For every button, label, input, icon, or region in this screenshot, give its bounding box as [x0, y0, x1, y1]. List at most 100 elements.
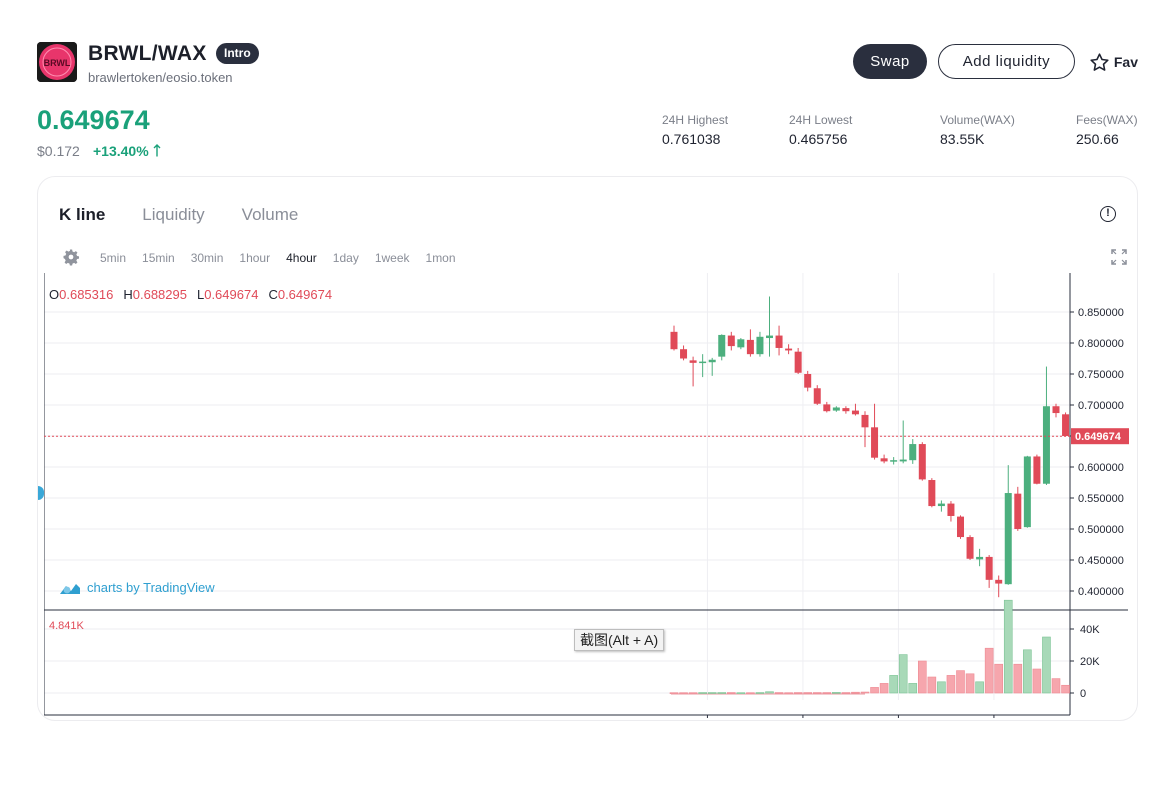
ohlc-low: 0.649674: [204, 287, 259, 302]
volume-bar: [927, 676, 937, 694]
candlestick-chart[interactable]: 0.8500000.8000000.7500000.7000000.650000…: [38, 273, 1132, 720]
fullscreen-icon[interactable]: [1111, 249, 1127, 265]
volume-bar: [755, 692, 765, 694]
price-tick-label: 0.550000: [1078, 493, 1124, 505]
token-logo: BRWL: [37, 42, 77, 82]
fav-button[interactable]: Fav: [1089, 51, 1138, 73]
interval-1hour[interactable]: 1hour: [239, 251, 271, 265]
add-liquidity-button[interactable]: Add liquidity: [938, 44, 1075, 79]
volume-bar: [984, 647, 994, 694]
candle-body: [947, 503, 955, 516]
ohlc-high: 0.688295: [132, 287, 187, 302]
volume-bar: [822, 692, 832, 694]
chart-card: K line Liquidity Volume ! 5min 15min 30m…: [37, 176, 1138, 721]
volume-bar: [765, 691, 774, 694]
last-price-marker: [1071, 428, 1129, 445]
usd-price: $0.172: [37, 143, 80, 159]
interval-1mon[interactable]: 1mon: [425, 251, 456, 265]
volume-bar: [803, 692, 813, 694]
price-change-value: +13.40%: [93, 143, 149, 159]
screenshot-tooltip: 截图(Alt + A): [574, 629, 665, 651]
interval-4hour[interactable]: 4hour: [286, 251, 317, 265]
volume-bar: [937, 681, 946, 694]
star-icon: [1090, 52, 1109, 71]
swap-button[interactable]: Swap: [853, 44, 927, 79]
candle-body: [813, 388, 821, 404]
info-icon[interactable]: !: [1100, 206, 1116, 222]
pair-header: BRWL BRWL/WAX Intro brawlertoken/eosio.t…: [37, 42, 1138, 88]
price-tick-label: 0.800000: [1078, 338, 1124, 350]
stat-label: Volume(WAX): [940, 113, 1015, 127]
volume-bar: [994, 663, 1004, 694]
candle-body: [756, 336, 764, 355]
candle-body: [737, 339, 745, 348]
stat-fees: Fees(WAX) 250.66: [1076, 113, 1138, 147]
interval-1week[interactable]: 1week: [374, 251, 410, 265]
tab-volume[interactable]: Volume: [241, 205, 299, 224]
candle-body: [727, 335, 735, 347]
volume-bar: [736, 692, 746, 694]
candle-body: [804, 374, 812, 388]
volume-bar: [1023, 649, 1032, 694]
volume-bar: [1032, 668, 1042, 694]
chart-scroll-handle[interactable]: [38, 486, 44, 500]
volume-bar: [975, 681, 984, 694]
volume-tick-label: 20K: [1080, 656, 1100, 668]
svg-text:BRWL: BRWL: [44, 58, 71, 68]
stat-label: 24H Highest: [662, 113, 729, 127]
stat-value: 0.465756: [789, 131, 848, 147]
candle-body: [766, 335, 773, 339]
volume-bar: [870, 687, 879, 694]
interval-selector: 5min 15min 30min 1hour 4hour 1day 1week …: [100, 251, 456, 265]
interval-5min[interactable]: 5min: [100, 251, 127, 265]
interval-1day[interactable]: 1day: [332, 251, 359, 265]
volume-bar: [726, 692, 736, 694]
intro-badge[interactable]: Intro: [216, 43, 259, 64]
gear-icon[interactable]: [62, 248, 80, 266]
price-tick-label: 0.450000: [1078, 555, 1124, 567]
candle-body: [689, 360, 697, 363]
candle-body: [1062, 414, 1070, 436]
volume-bar: [688, 692, 698, 694]
candle-body: [680, 349, 688, 359]
volume-bar: [1051, 678, 1061, 694]
candle-body: [794, 351, 802, 373]
candle-body: [775, 335, 783, 348]
price-tick-label: 0.500000: [1078, 524, 1124, 536]
interval-30min[interactable]: 30min: [190, 251, 224, 265]
interval-15min[interactable]: 15min: [142, 251, 175, 265]
last-price-label: 0.649674: [1075, 431, 1122, 443]
volume-bar: [879, 683, 889, 694]
volume-tick-label: 40K: [1080, 624, 1100, 636]
chart-canvas[interactable]: 0.8500000.8000000.7500000.7000000.650000…: [43, 273, 1132, 720]
arrow-up-icon: [153, 144, 161, 157]
candle-body: [708, 359, 716, 363]
candle-body: [1033, 456, 1041, 484]
volume-bar: [860, 691, 870, 694]
price-tick-label: 0.850000: [1078, 307, 1124, 319]
ohlc-legend: O0.685316 H0.688295 L0.649674 C0.649674: [49, 287, 333, 302]
volume-bar: [841, 692, 851, 694]
volume-bar: [889, 675, 898, 694]
tab-k-line[interactable]: K line: [59, 205, 106, 224]
candle-body: [832, 407, 840, 411]
volume-bar: [956, 670, 965, 694]
tradingview-link[interactable]: charts by TradingView: [59, 580, 215, 595]
volume-bar: [908, 683, 918, 694]
volume-bar: [898, 654, 908, 694]
volume-bar: [784, 692, 793, 694]
tab-liquidity[interactable]: Liquidity: [142, 205, 205, 224]
candle-body: [1042, 406, 1050, 484]
volume-bar: [1003, 599, 1013, 694]
stat-label: 24H Lowest: [789, 113, 853, 127]
stat-24h-low: 24H Lowest 0.465756: [789, 113, 852, 147]
volume-bar: [832, 692, 841, 694]
volume-bar: [946, 675, 956, 694]
candle-body: [899, 459, 907, 462]
candle-body: [871, 427, 879, 458]
candle-body: [823, 404, 831, 412]
candle-body: [861, 414, 869, 428]
volume-bar: [774, 692, 784, 694]
candle-body: [1023, 456, 1031, 528]
page-title: BRWL/WAX: [88, 42, 207, 65]
